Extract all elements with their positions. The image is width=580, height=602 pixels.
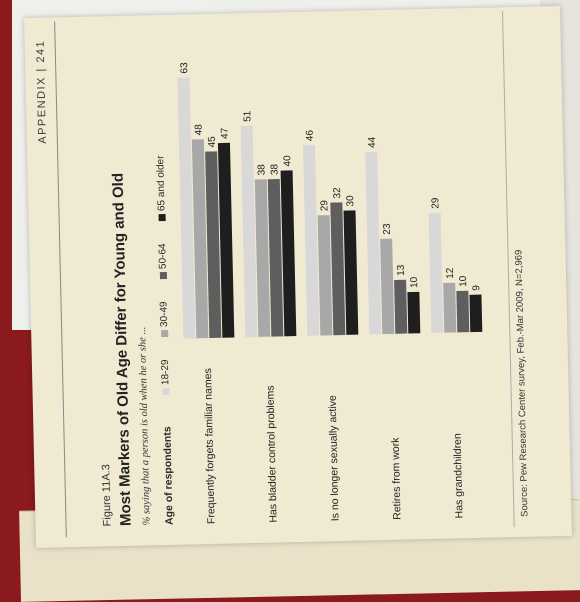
bar-value-label: 38 <box>256 164 267 176</box>
legend-item-50-64: 50-64 <box>157 243 169 280</box>
legend-item-18-29: 18-29 <box>159 359 172 396</box>
bar-value-label: 51 <box>242 110 253 122</box>
bar <box>380 238 395 335</box>
legend-swatch <box>159 271 167 280</box>
bar-value-label: 10 <box>458 275 469 287</box>
bar-value-label: 48 <box>193 124 204 136</box>
figure-title: Most Markers of Old Age Differ for Young… <box>109 172 135 527</box>
bar <box>456 290 470 333</box>
legend-item-65-and-older: 65 and older <box>155 155 168 222</box>
bar-value-label: 47 <box>220 127 231 139</box>
bar <box>303 145 320 336</box>
category-label: Has grandchildren <box>452 433 466 519</box>
bar <box>267 178 284 337</box>
rotated-page-content: APPENDIX | 241 Figure 11A.3 Most Markers… <box>30 11 532 538</box>
header-rule <box>54 21 67 538</box>
bar <box>254 179 271 337</box>
bar <box>240 125 258 338</box>
category-label: Retires from work <box>390 437 404 520</box>
figure-label: Figure 11A.3 <box>100 464 114 527</box>
category-label: Has bladder control problems <box>264 385 279 522</box>
source-note: Source: Pew Research Center survey, Feb.… <box>513 249 531 518</box>
bar-value-label: 29 <box>319 200 330 212</box>
bar <box>330 202 346 336</box>
bar-value-label: 9 <box>471 285 482 291</box>
bar-value-label: 46 <box>305 129 316 141</box>
bar-value-label: 44 <box>367 136 378 148</box>
bar <box>317 215 333 336</box>
figure-subtitle: % saying that a person is old when he or… <box>137 326 153 526</box>
bar-value-label: 23 <box>382 223 393 235</box>
bar <box>205 151 222 339</box>
bar <box>407 291 421 334</box>
category-label: Frequently forgets familiar names <box>202 368 218 524</box>
legend-label: 30-49 <box>158 301 171 328</box>
legend-label: 65 and older <box>155 155 168 212</box>
bar-value-label: 29 <box>430 197 441 209</box>
legend-swatch <box>162 387 170 396</box>
bar <box>217 142 235 338</box>
bar <box>177 77 196 339</box>
bar <box>280 170 297 337</box>
running-head: APPENDIX | 241 <box>34 39 49 144</box>
bar-value-label: 30 <box>345 195 356 207</box>
legend-title: Age of respondents <box>161 426 176 526</box>
book-page: APPENDIX | 241 Figure 11A.3 Most Markers… <box>24 5 572 549</box>
bar-value-label: 63 <box>179 62 190 74</box>
bar <box>343 210 359 335</box>
bar-chart-svg: Frequently forgets familiar names6348454… <box>177 62 483 524</box>
bar <box>365 151 382 335</box>
footer-rule <box>502 11 515 528</box>
legend-label: 50-64 <box>157 243 169 270</box>
bar-chart: Frequently forgets familiar names 63 48 45 4… <box>172 12 504 535</box>
bar <box>443 282 457 333</box>
legend-swatch <box>161 329 169 338</box>
bar <box>191 139 209 339</box>
legend-item-30-49: 30-49 <box>158 301 171 338</box>
bar <box>469 294 483 333</box>
bar-value-label: 13 <box>396 264 407 276</box>
bar-value-label: 40 <box>282 155 293 167</box>
legend-label: 18-29 <box>159 359 172 386</box>
bar-value-label: 38 <box>269 163 280 175</box>
bar-value-label: 45 <box>207 136 218 148</box>
bar <box>394 279 408 334</box>
bar <box>428 212 444 333</box>
legend-swatch <box>158 213 166 222</box>
category-label: Is no longer sexually active <box>327 395 342 521</box>
bar-value-label: 12 <box>445 267 456 279</box>
bar-value-label: 32 <box>332 187 343 199</box>
bar-value-label: 10 <box>409 276 420 288</box>
